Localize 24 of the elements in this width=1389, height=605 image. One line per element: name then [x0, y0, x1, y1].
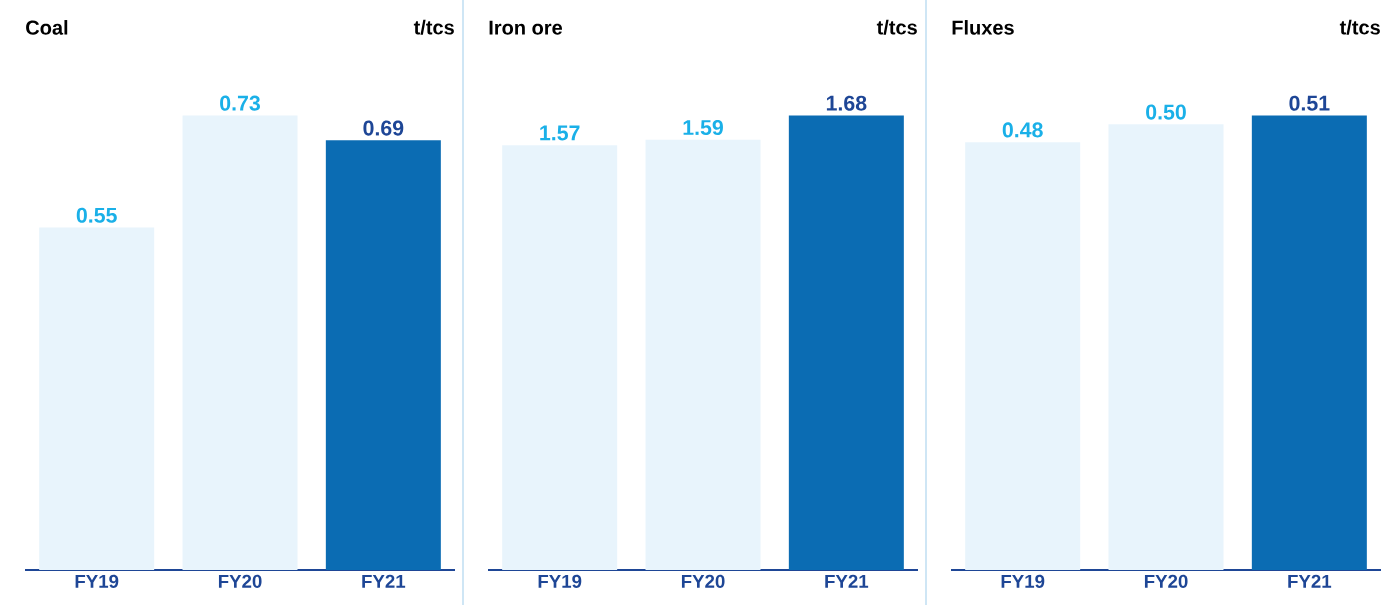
x-tick-label: FY20	[681, 574, 725, 588]
x-tick-label: FY19	[1001, 574, 1045, 588]
data-label: 0.69	[363, 120, 404, 136]
chart-title: Fluxes	[952, 20, 1014, 35]
y-axis-title: t/tcs	[876, 19, 917, 35]
chart-title: Coal	[26, 20, 68, 35]
data-label: 0.50	[1146, 104, 1186, 120]
x-tick-label: FY20	[1144, 574, 1188, 588]
data-label: 1.59	[683, 119, 723, 136]
chart-title: Iron ore	[489, 20, 563, 35]
data-label: 1.57	[540, 125, 580, 141]
data-label: 0.48	[1002, 122, 1043, 138]
x-tick-label: FY21	[1288, 574, 1332, 588]
data-label: 0.73	[220, 95, 260, 111]
x-tick-label: FY21	[362, 574, 406, 588]
data-label: 0.55	[76, 207, 117, 223]
x-tick-label: FY19	[75, 574, 119, 588]
x-tick-label: FY19	[538, 574, 582, 588]
y-axis-title: t/tcs	[1339, 19, 1380, 35]
x-tick-label: FY20	[218, 574, 262, 588]
data-label: 0.51	[1289, 95, 1330, 111]
y-axis-title: t/tcs	[413, 19, 454, 35]
data-label: 1.68	[826, 95, 867, 111]
x-tick-label: FY21	[825, 574, 869, 588]
